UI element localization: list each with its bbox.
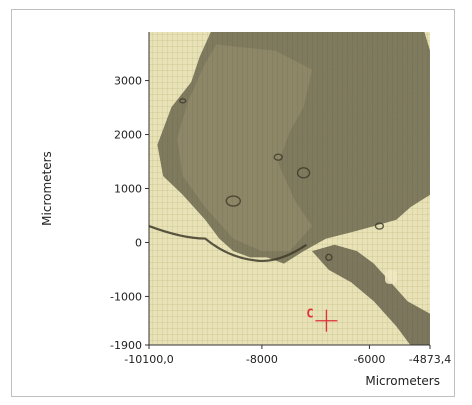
x-tick-label: -8000 bbox=[246, 353, 278, 366]
y-axis-title: Micrometers bbox=[40, 151, 54, 226]
position-marker[interactable]: C bbox=[306, 307, 338, 332]
y-tick-label: 2000 bbox=[114, 129, 142, 142]
y-tick-label: 1000 bbox=[114, 183, 142, 196]
y-tick-label: 0 bbox=[135, 236, 142, 249]
micrograph-plot: 3000 2000 1000 0 -1000 -1900 -10100,0 -8000 -60… bbox=[40, 32, 451, 388]
y-tick-label: 3000 bbox=[114, 75, 142, 88]
y-tick-label: -1900 bbox=[110, 339, 142, 352]
y-tick-label: -1000 bbox=[110, 290, 142, 303]
x-tick-label: -4873,4 bbox=[409, 353, 451, 366]
x-tick-label: -10100,0 bbox=[124, 353, 173, 366]
x-tick-label: -6000 bbox=[353, 353, 385, 366]
x-axis-title: Micrometers bbox=[365, 374, 440, 388]
plot-frame: 3000 2000 1000 0 -1000 -1900 -10100,0 -8000 -60… bbox=[11, 9, 455, 397]
micrograph-image bbox=[149, 32, 430, 345]
marker-label: C bbox=[306, 307, 313, 321]
